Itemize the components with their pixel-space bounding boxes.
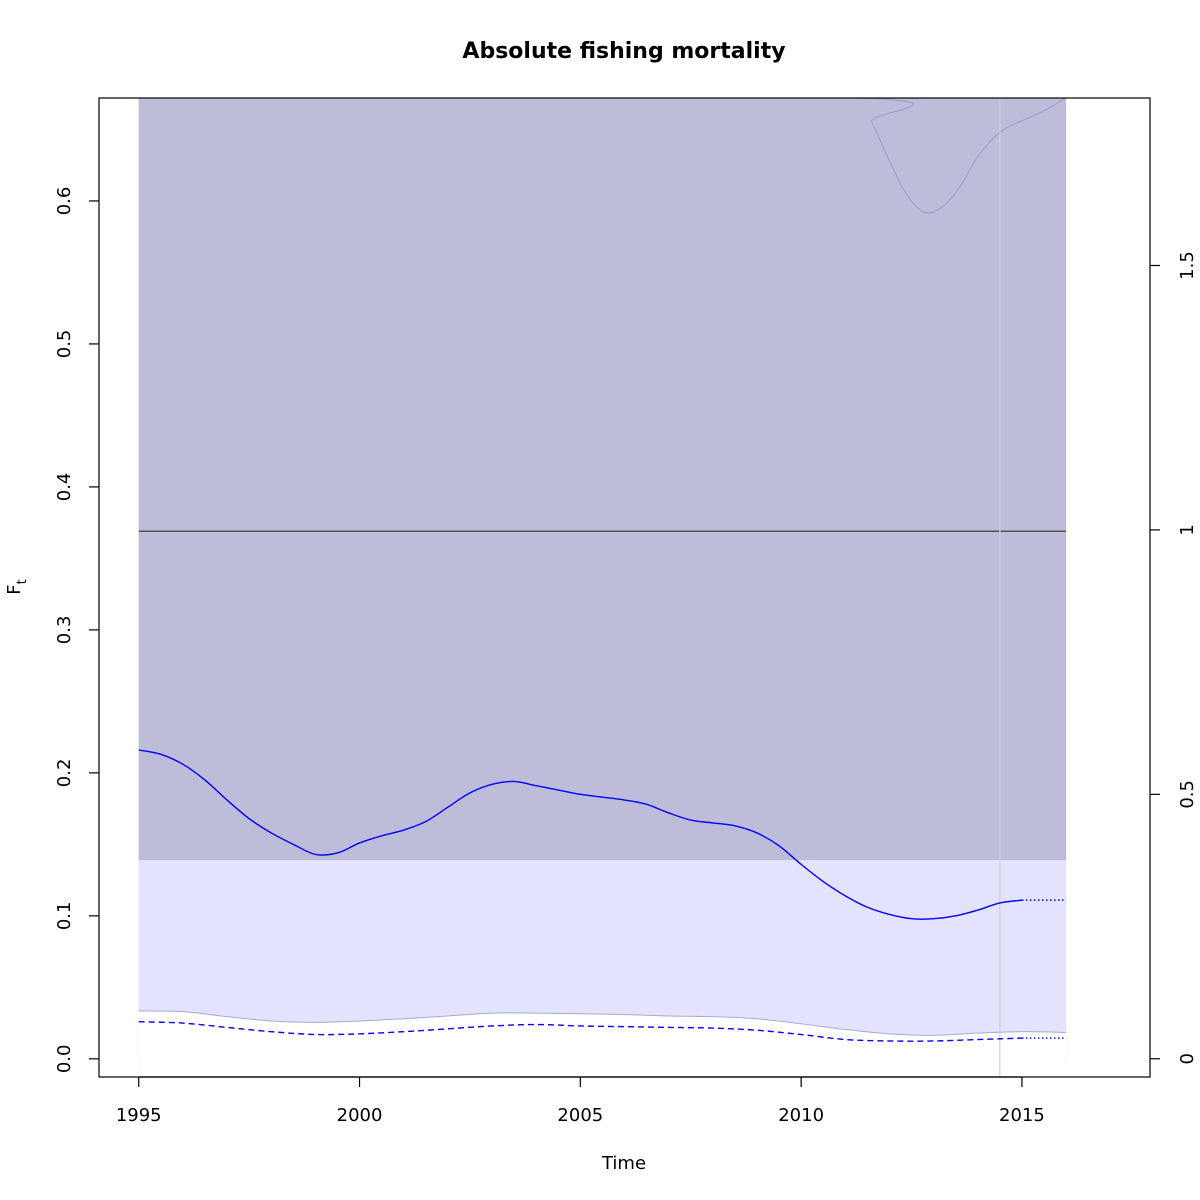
y2-tick-label: 0.5 — [1177, 780, 1198, 809]
x-axis-label: Time — [601, 1153, 646, 1174]
y-tick-label: 0.0 — [54, 1045, 75, 1074]
y-axis-label: Ft — [4, 579, 30, 594]
x-tick-label: 2000 — [337, 1105, 383, 1126]
ci-upper-line — [138, 98, 1067, 214]
y-axis-label-subscript: t — [15, 579, 30, 584]
x-tick-label: 2010 — [778, 1105, 824, 1126]
y2-tick-label: 1.5 — [1177, 251, 1198, 280]
chart-title: Absolute fishing mortality — [462, 39, 785, 64]
y-tick-label: 0.6 — [54, 187, 75, 216]
x-tick-label: 1995 — [116, 1105, 162, 1126]
fmsy-ci-upper-band — [138, 98, 1067, 861]
y2-tick-label: 0 — [1177, 1053, 1198, 1064]
series-f-relative — [138, 1020, 1022, 1042]
ci-lower-region — [138, 1010, 1067, 1077]
y-tick-label: 0.2 — [54, 759, 75, 788]
y-tick-label: 0.1 — [54, 902, 75, 931]
x-tick-label: 2005 — [557, 1105, 603, 1126]
axes: 1995 2000 2005 2010 2015 0.0 0.1 0.2 0.3 0.4 0.5 0.… — [54, 187, 1198, 1126]
y2-tick-label: 1 — [1177, 524, 1198, 535]
y-tick-label: 0.3 — [54, 616, 75, 645]
y-tick-label: 0.4 — [54, 473, 75, 502]
y-tick-label: 0.5 — [54, 330, 75, 359]
ci-lower-line — [138, 1010, 1067, 1036]
x-tick-label: 2015 — [999, 1105, 1045, 1126]
plot-area — [138, 98, 1067, 1077]
series-f — [138, 749, 1023, 920]
y-axis-label-main: F — [4, 584, 25, 594]
